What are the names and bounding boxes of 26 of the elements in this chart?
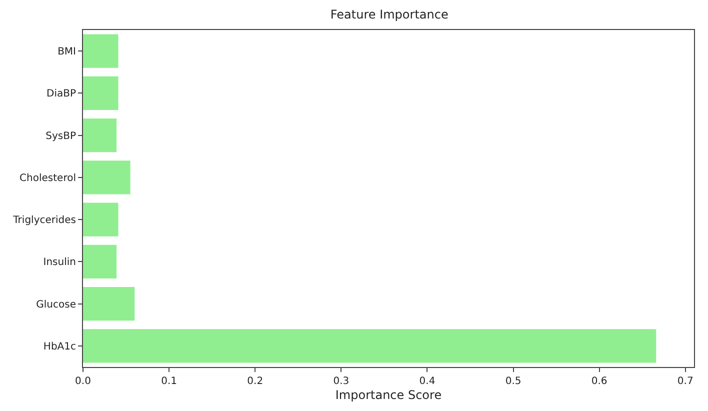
bar [83,244,117,279]
x-tick-label: 0.1 [161,376,178,387]
y-tick-label: DiaBP [46,88,76,100]
bar [83,76,118,110]
y-tick-label: Glucose [36,299,76,310]
x-tick-label: 0.2 [247,376,264,387]
y-tick-label: Cholesterol [20,172,76,184]
bar [83,118,117,152]
x-tick-label: 0.5 [505,376,522,387]
bar [83,202,118,236]
x-tick-label: 0.4 [419,376,436,387]
y-tick-label: SysBP [46,130,76,142]
x-axis-title: Importance Score [335,388,442,402]
y-tick-label: Insulin [43,257,76,268]
bar [83,160,130,194]
y-tick-label: Triglycerides [12,215,76,226]
bar [83,329,656,363]
bar [83,286,135,321]
chart-title: Feature Importance [330,8,448,22]
y-tick-label: BMI [58,46,76,58]
x-tick-label: 0.7 [677,376,694,387]
x-tick-label: 0.0 [75,376,91,387]
x-tick-label: 0.6 [591,376,608,387]
x-tick-label: 0.3 [333,376,350,387]
bar [83,34,118,68]
y-tick-label: HbA1c [43,341,76,352]
